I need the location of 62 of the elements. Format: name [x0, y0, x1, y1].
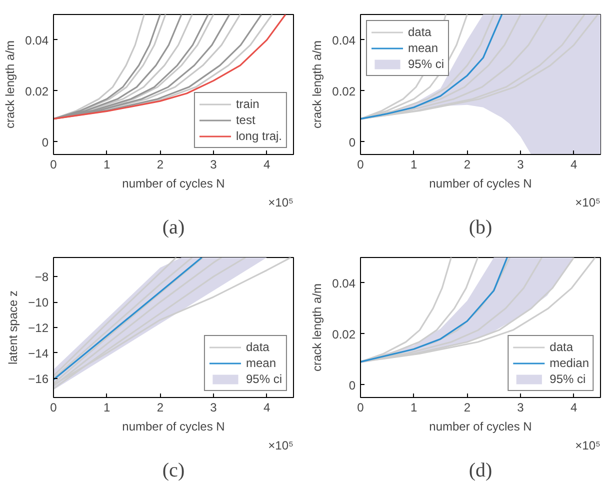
- x-axis-title: number of cycles N: [122, 176, 225, 190]
- y-axis-title: latent space z: [6, 290, 20, 365]
- x-axis-title: number of cycles N: [429, 420, 532, 434]
- y-tick-label: 0.02: [332, 84, 356, 98]
- legend-label: mean: [246, 356, 276, 370]
- text: (d): [468, 460, 492, 482]
- y-tick-label: 0: [348, 135, 356, 150]
- y-tick-label: −14: [28, 346, 49, 360]
- text: ×10⁵: [575, 196, 601, 210]
- x-tick-label: 0: [357, 158, 364, 172]
- legend-label: data: [408, 25, 432, 39]
- x-tick-label: 2: [464, 400, 471, 414]
- x-tick-label: 2: [464, 158, 471, 172]
- x-tick-label: 3: [517, 400, 524, 414]
- legend-label: long traj.: [236, 129, 282, 143]
- x-tick-label: 0: [50, 158, 58, 172]
- y-tick-label: 0: [348, 378, 356, 392]
- x-tick-label: 1: [103, 158, 110, 172]
- x-tick-label: 1: [410, 400, 418, 414]
- x-tick-label: 3: [517, 158, 524, 172]
- text: (a): [162, 216, 185, 238]
- legend-label: train: [236, 97, 260, 111]
- text: (b): [468, 216, 492, 238]
- text: (c): [162, 460, 185, 482]
- x-tick-label: 4: [570, 158, 578, 172]
- legend-label: data: [246, 340, 270, 354]
- legend-label: mean: [408, 41, 438, 55]
- legend-label: 95% ci: [550, 372, 586, 386]
- x-tick-label: 3: [210, 400, 218, 414]
- x-tick-label: 3: [210, 158, 218, 172]
- y-tick-label: −10: [28, 296, 49, 310]
- legend-label: median: [550, 356, 589, 370]
- y-axis-title: crack length a/m: [310, 40, 324, 129]
- x-tick-label: 2: [156, 158, 164, 172]
- x-tick-label: 4: [263, 400, 270, 414]
- y-tick-label: −8: [34, 270, 49, 284]
- x-tick-label: 4: [570, 400, 578, 414]
- y-tick-label: 0.04: [332, 276, 356, 290]
- x-tick-label: 4: [263, 158, 270, 172]
- y-axis-title: crack length a/m: [310, 283, 324, 372]
- x-tick-label: 0: [357, 400, 364, 414]
- x-tick-label: 1: [410, 158, 418, 172]
- y-tick-label: 0.04: [332, 33, 356, 48]
- x-tick-label: 2: [156, 400, 164, 414]
- y-axis-title: crack length a/m: [3, 40, 18, 129]
- x-tick-label: 0: [50, 400, 58, 414]
- y-tick-label: 0.02: [25, 84, 49, 98]
- x-tick-label: 1: [103, 400, 110, 414]
- y-tick-label: −12: [28, 321, 49, 335]
- legend-label: test: [236, 113, 256, 127]
- legend-label: 95% ci: [408, 57, 444, 71]
- x-axis-title: number of cycles N: [429, 176, 532, 190]
- text: ×10⁵: [268, 196, 294, 210]
- legend-label: 95% ci: [246, 372, 282, 386]
- y-tick-label: 0.04: [25, 33, 49, 48]
- text: ×10⁵: [268, 438, 294, 452]
- x-axis-title: number of cycles N: [122, 420, 225, 434]
- text: ×10⁵: [575, 438, 601, 452]
- legend-label: data: [550, 340, 573, 354]
- y-tick-label: 0: [42, 135, 49, 150]
- y-tick-label: −16: [28, 372, 49, 386]
- y-tick-label: 0.02: [332, 327, 356, 342]
